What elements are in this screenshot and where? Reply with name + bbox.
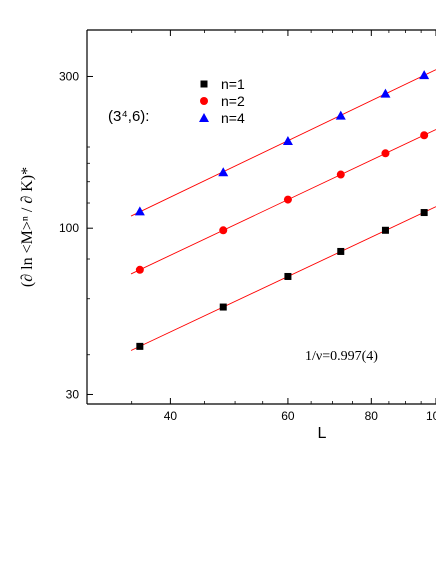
point-n=2-4 xyxy=(381,149,390,158)
fit-line-n=4 xyxy=(130,69,436,217)
x-tick-label-100: 100 xyxy=(426,409,436,423)
point-n=2-5 xyxy=(420,131,429,140)
x-tick-label-60: 60 xyxy=(281,409,295,423)
point-n=1-2 xyxy=(284,272,292,280)
legend-marker-n=2 xyxy=(200,97,208,105)
y-tick-label-30: 30 xyxy=(66,387,80,401)
point-n=1-1 xyxy=(219,303,227,311)
fit-line-n=1 xyxy=(130,206,436,351)
point-n=1-4 xyxy=(381,226,389,234)
point-n=2-3 xyxy=(336,170,345,179)
y-tick-label-300: 300 xyxy=(59,69,79,83)
structure-label: (3⁴,6): xyxy=(108,108,149,125)
legend-label-n=2: n=2 xyxy=(221,93,245,109)
fit-line-n=2 xyxy=(130,129,436,275)
x-tick-label-80: 80 xyxy=(365,409,379,423)
point-n=1-5 xyxy=(420,209,428,217)
x-tick-label-40: 40 xyxy=(164,409,178,423)
point-n=1-3 xyxy=(337,247,345,255)
point-n=2-0 xyxy=(135,265,144,274)
point-n=4-5 xyxy=(419,70,430,80)
point-n=4-1 xyxy=(218,167,229,177)
point-n=1-0 xyxy=(136,342,144,350)
x-axis-label: L xyxy=(318,425,327,442)
point-n=4-4 xyxy=(380,88,391,98)
point-n=4-3 xyxy=(335,110,346,120)
point-n=4-0 xyxy=(134,206,145,216)
legend-label-n=1: n=1 xyxy=(221,76,245,92)
y-axis-label: (∂ ln <M>ⁿ / ∂ K)* xyxy=(19,167,36,287)
legend-marker-n=4 xyxy=(199,113,209,122)
legend-marker-n=1 xyxy=(200,80,208,88)
plot-layer: 30 100 300 40 60 80 100 n=1n=2n=4 xyxy=(59,29,436,423)
y-tick-label-100: 100 xyxy=(59,221,79,235)
legend-label-n=4: n=4 xyxy=(221,110,245,126)
point-n=4-2 xyxy=(282,136,293,146)
point-n=2-1 xyxy=(219,226,228,235)
nu-annotation: 1/ν=0.997(4) xyxy=(305,349,378,364)
point-n=2-2 xyxy=(283,195,292,204)
